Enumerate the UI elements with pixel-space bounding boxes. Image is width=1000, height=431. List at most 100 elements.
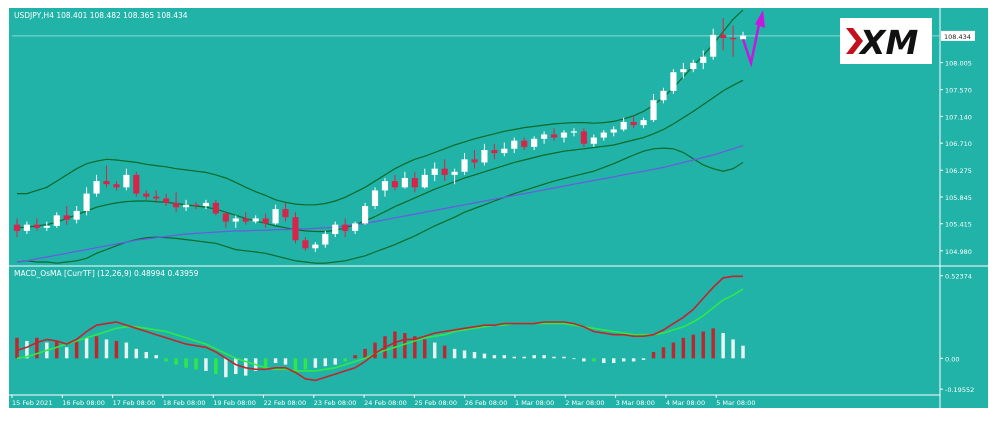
macd-histogram-bar [114, 340, 119, 359]
candle-body [143, 193, 150, 197]
macd-histogram-bar [323, 358, 328, 367]
candle-body [431, 168, 438, 175]
macd-histogram-bar [164, 358, 168, 362]
macd-histogram-bar [522, 356, 526, 359]
macd-histogram-bar [293, 358, 298, 371]
candle-body [262, 218, 269, 224]
candle-body [63, 215, 70, 220]
price-pane [12, 9, 940, 264]
candle-body [570, 131, 578, 133]
macd-histogram-bar [104, 339, 109, 359]
macd-histogram-bar [631, 358, 636, 362]
candle-body [391, 181, 399, 188]
candle-body [560, 132, 568, 138]
macd-histogram-bar [313, 358, 318, 368]
macd-histogram-bar [84, 337, 89, 359]
macd-histogram-bar [472, 352, 477, 359]
candle-body [660, 90, 667, 101]
candle-body [411, 178, 418, 188]
candle-body [461, 159, 468, 172]
macd-histogram-bar [273, 358, 278, 364]
candle-body [103, 181, 110, 185]
macd-histogram-bar [442, 345, 447, 359]
candle-body [640, 120, 647, 126]
candle-body [521, 140, 528, 147]
grid-layer [9, 8, 988, 408]
price-tick-label: 107.570 [945, 87, 972, 95]
candle-body [272, 209, 279, 224]
candle-body [322, 234, 329, 245]
price-tick-label: 108.005 [945, 60, 972, 68]
candle-body [123, 174, 130, 188]
x-tick-label: 3 Mar 08:00 [616, 399, 655, 407]
macd-tick-label: 0.52374 [945, 273, 972, 281]
macd-histogram-bar [671, 342, 676, 359]
macd-signal-line [16, 288, 744, 372]
x-tick-label: 16 Feb 08:00 [62, 399, 105, 407]
chart-background [9, 8, 988, 408]
macd-histogram-bar [721, 333, 725, 359]
candle-body [53, 215, 60, 226]
macd-histogram-bar [94, 336, 99, 359]
macd-histogram-bar [263, 358, 268, 368]
xm-logo-mark [846, 28, 863, 54]
macd-histogram-bar [174, 358, 178, 365]
macd-histogram-bar [532, 355, 536, 359]
candle-body [541, 134, 548, 139]
macd-histogram-bar [651, 352, 656, 359]
current-price-tag [941, 30, 975, 41]
macd-histogram-bar [592, 358, 596, 362]
macd-histogram-bar [393, 331, 397, 359]
candle-body [93, 181, 100, 194]
macd-histogram-bar [353, 355, 357, 359]
candle-body [471, 159, 478, 163]
candle-body [73, 210, 80, 220]
symbol-label: USDJPY,H4 108.401 108.482 108.365 108.43… [14, 11, 188, 20]
macd-main-line [16, 275, 743, 382]
macd-histogram-bar [701, 331, 705, 359]
xm-logo-text: XM [858, 23, 918, 62]
macd-histogram-bar [492, 355, 497, 359]
macd-histogram-bar [482, 353, 487, 359]
candle-body [590, 137, 597, 144]
macd-histogram-bar [621, 358, 626, 362]
x-tick-label: 23 Feb 08:00 [314, 399, 357, 407]
macd-histogram-bar [403, 333, 407, 359]
candle-body [153, 196, 160, 199]
candle-body [202, 202, 210, 206]
candle-body [342, 224, 349, 231]
macd-histogram-bar [35, 337, 39, 359]
candle-body [501, 148, 508, 154]
candle-body [352, 223, 359, 231]
candle-body [133, 174, 140, 194]
candle-body [690, 62, 697, 70]
candle-body [332, 224, 339, 234]
macd-histogram-bar [154, 355, 158, 359]
macd-pane [15, 275, 745, 382]
macd-histogram-bar [124, 342, 129, 359]
macd-histogram-bar [423, 339, 427, 359]
candle-body [401, 178, 408, 188]
candle-body [700, 56, 707, 63]
macd-histogram-bar [64, 347, 69, 359]
x-tick-label: 24 Feb 08:00 [364, 399, 407, 407]
macd-histogram-bar [25, 340, 29, 359]
price-tick-label: 106.275 [945, 167, 972, 175]
macd-histogram-bar [373, 342, 377, 359]
macd-histogram-bar [641, 358, 646, 360]
candle-body [491, 150, 498, 154]
macd-histogram-bar [661, 347, 666, 359]
candle-body [451, 171, 458, 175]
macd-histogram-bar [432, 342, 437, 359]
macd-histogram-bar [303, 358, 308, 370]
macd-histogram-bar [611, 358, 616, 364]
candle-body [182, 204, 190, 208]
forecast-arrow-line [741, 19, 762, 68]
macd-histogram-bar [602, 358, 606, 364]
macd-histogram-bar [562, 356, 566, 359]
macd-histogram-bar [144, 352, 149, 359]
candle-body [23, 224, 31, 231]
candle-body [173, 202, 180, 208]
candle-body [441, 168, 448, 175]
